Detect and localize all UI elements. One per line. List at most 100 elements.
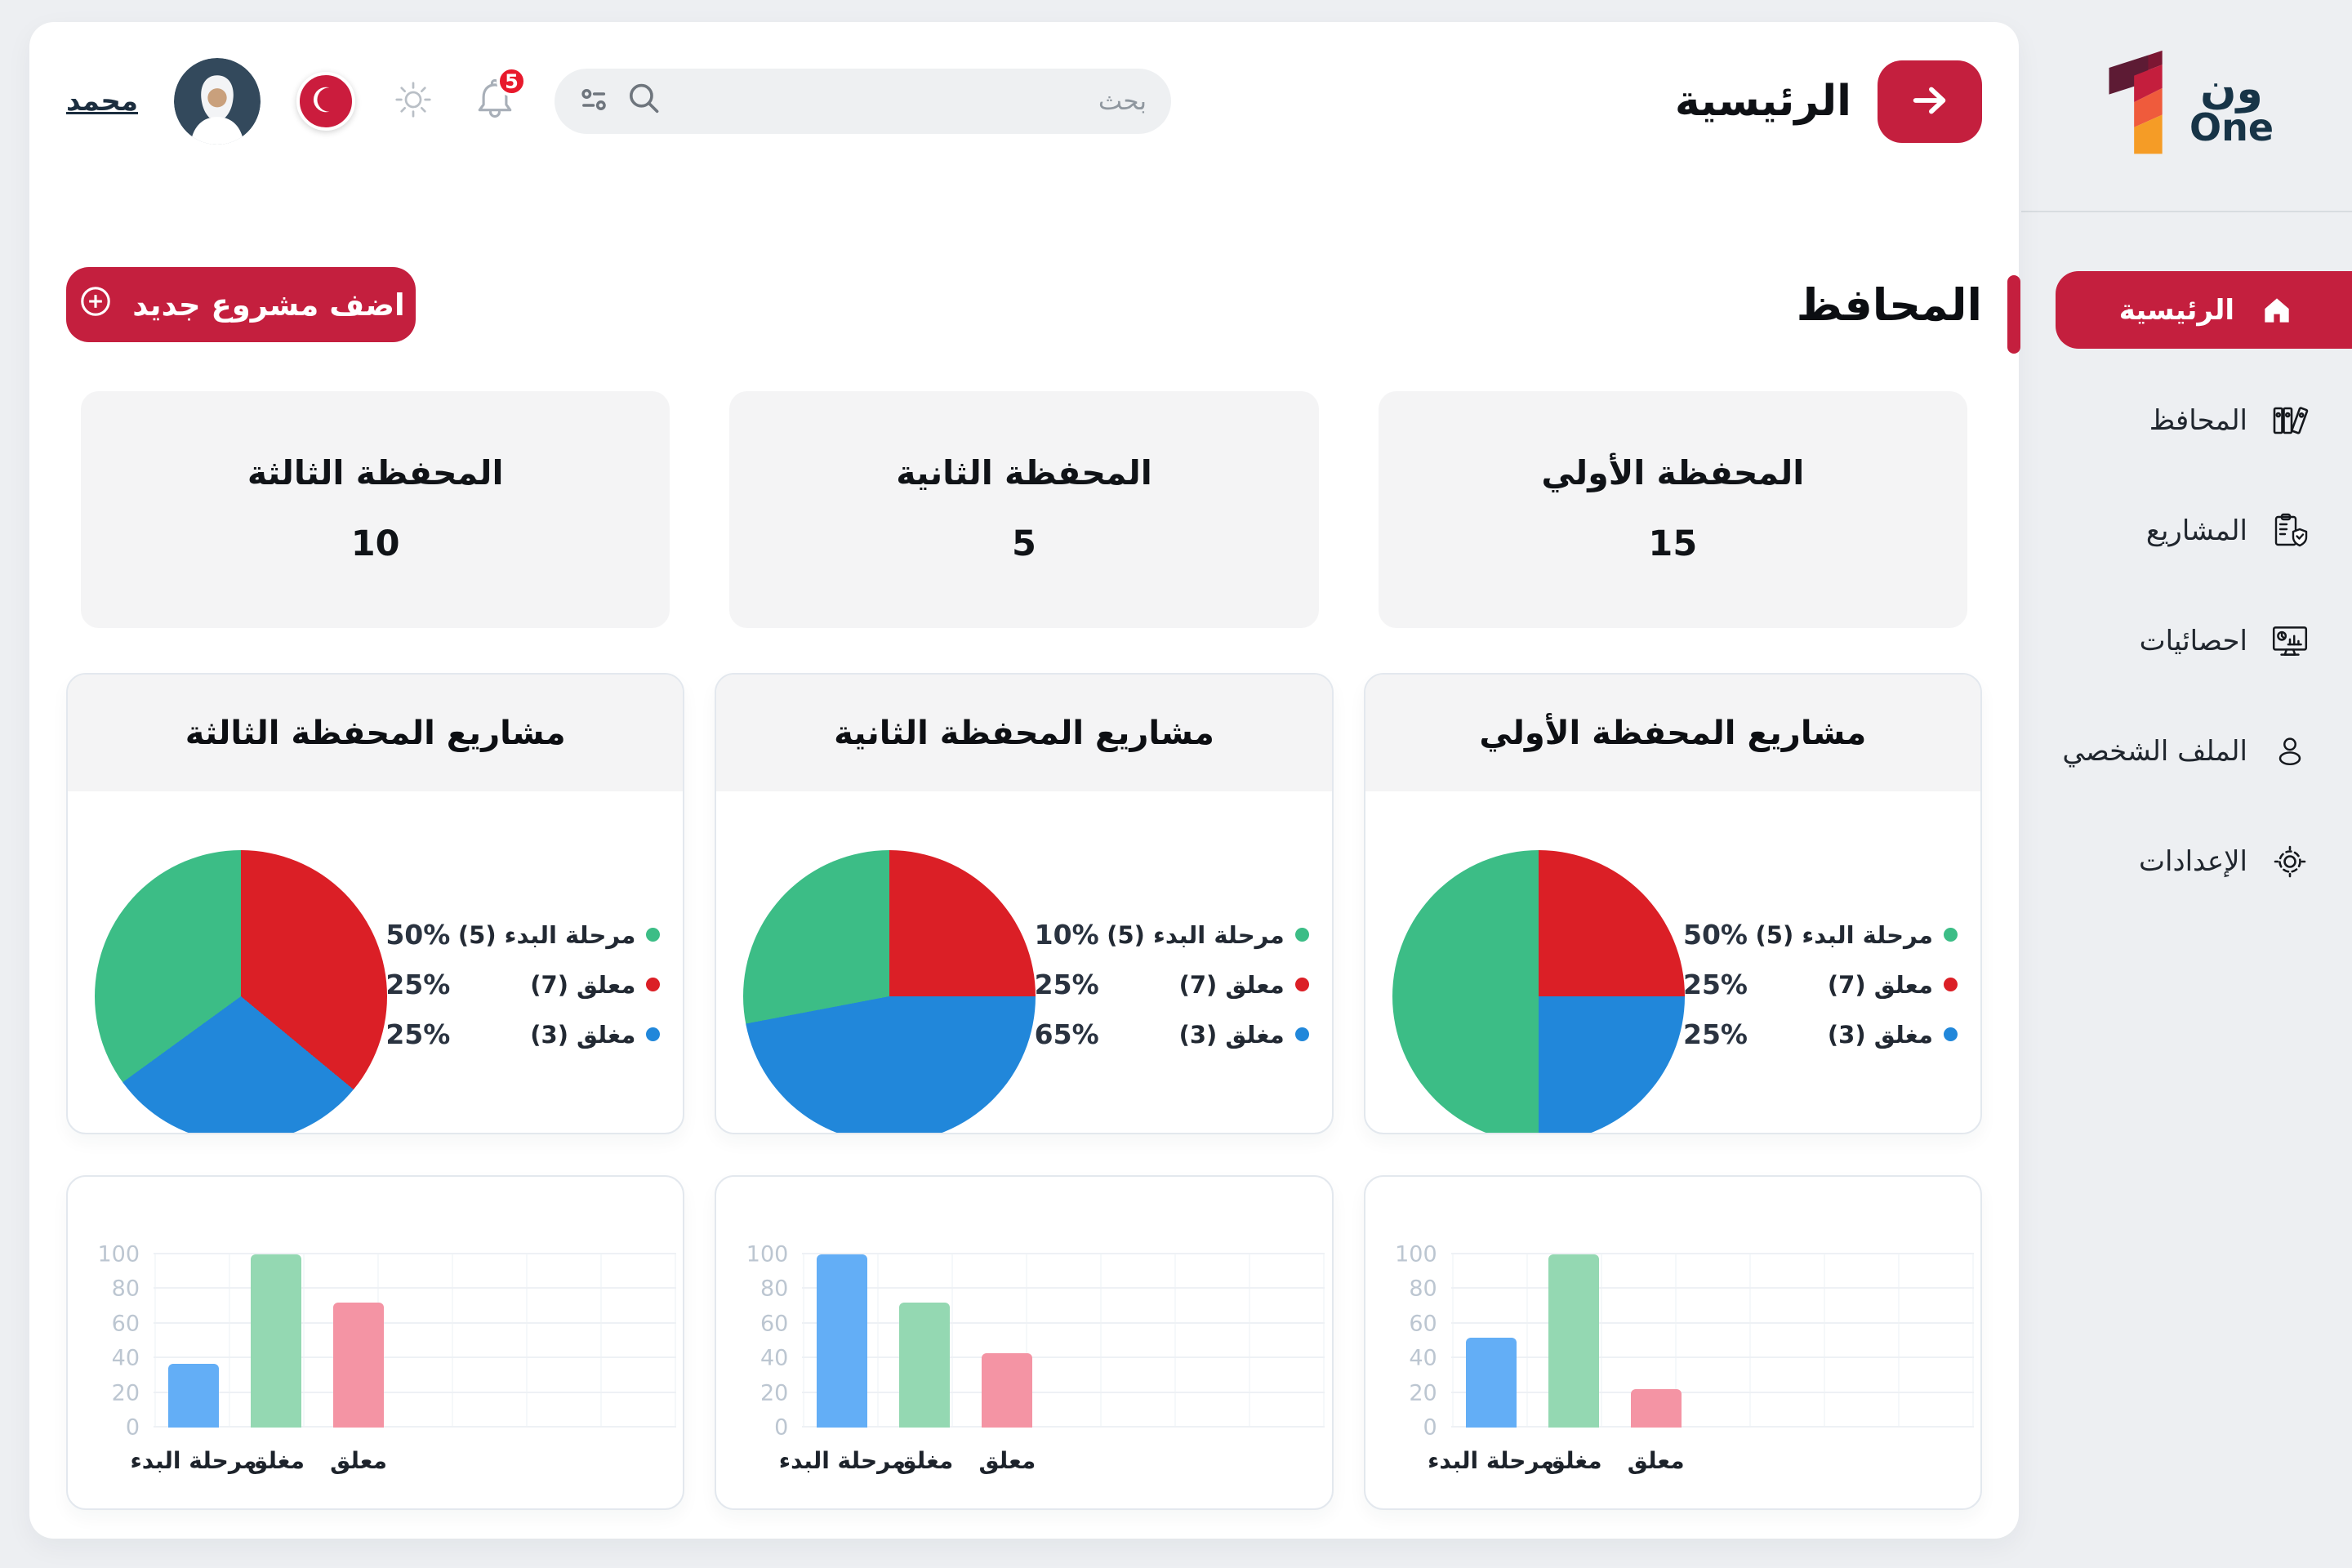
legend-dot [1944,928,1958,942]
category-label: مغلق [896,1447,954,1474]
y-tick-label: 60 [111,1311,140,1337]
search-placeholder: بحث [1098,87,1147,116]
legend-label: مغلق (3) [1827,1020,1933,1049]
logo-arabic: ون [2200,64,2263,114]
notifications-button[interactable]: 5 [471,66,527,127]
y-tick-label: 40 [1409,1345,1437,1371]
gridline [1450,1426,1974,1428]
pie-legend: مرحلة البدء (5) 10% معلق (7) 25% مغلق (3… [1035,919,1309,1050]
gear-icon [2267,842,2313,881]
y-tick-label: 100 [746,1241,789,1267]
legend-row: مغلق (3) 65% [1035,1018,1309,1050]
gridline [154,1321,677,1324]
gridline [1450,1391,1974,1393]
y-axis: 0 20 40 60 80 100 [92,1242,140,1441]
page-title-group: الرئيسية [1675,60,1982,143]
bar-chart: 0 20 40 60 80 100 مرحلة البدء مغلق معلق [92,1242,677,1491]
legend-dot [646,928,661,942]
bar-card-portfolio-1: 0 20 40 60 80 100 مرحلة البدء مغلق معلق [1363,1175,1982,1510]
search-icon[interactable] [625,80,664,122]
y-tick-label: 0 [774,1414,789,1441]
add-project-button[interactable]: اضف مشروع جديد [66,267,416,342]
bar-1 [817,1254,868,1428]
sidebar-item-label: المشاريع [2145,514,2247,547]
pie-charts-row: مشاريع المحفظة الأولي مرحلة البدء (5) 50… [66,673,1982,1134]
legend-row: مرحلة البدء (5) 50% [1683,919,1958,951]
gridline [802,1287,1325,1290]
sidebar-item-label: احصائيات [2139,624,2247,657]
category-label: مغلق [247,1447,305,1474]
legend-dot [1944,1027,1958,1041]
bar-3 [1630,1389,1682,1428]
bell-icon [471,78,519,127]
portfolio-stats-row: المحفظة الأولي 15 المحفظة الثانية 5 المح… [66,391,1982,628]
y-tick-label: 0 [125,1414,140,1441]
gridline [154,1253,677,1254]
pie-card-body: مرحلة البدء (5) 10% معلق (7) 25% مغلق (3… [716,791,1331,1133]
gridline [802,1356,1325,1359]
sidebar-item-statistics[interactable]: احصائيات [2021,602,2352,679]
sidebar-item-label: الرئيسية [2118,293,2234,327]
logo-wordmark: ون One [2189,64,2274,147]
y-tick-label: 20 [1409,1380,1437,1406]
x-axis-labels: مرحلة البدء مغلق معلق [1428,1447,1974,1481]
portfolios-icon [2267,401,2313,440]
legend-percent: 25% [1683,1018,1748,1050]
pie-card-body: مرحلة البدء (5) 50% معلق (7) 25% مغلق (3… [68,791,683,1133]
stat-card-value: 5 [1012,523,1036,564]
projects-icon [2267,511,2313,550]
user-avatar[interactable] [174,58,261,145]
sidebar-item-home[interactable]: الرئيسية [2056,271,2352,349]
bar-1 [168,1363,220,1428]
gridline [1450,1287,1974,1290]
bar-card-portfolio-2: 0 20 40 60 80 100 مرحلة البدء مغلق معلق [715,1175,1334,1510]
legend-dot [1294,978,1309,991]
category-label: مرحلة البدء [130,1447,257,1474]
category-label: مرحلة البدء [778,1447,906,1474]
pie-card-body: مرحلة البدء (5) 50% معلق (7) 25% مغلق (3… [1365,791,1980,1133]
sidebar-divider [2021,211,2352,212]
bar-2 [899,1303,951,1428]
legend-label: مغلق (3) [1178,1020,1285,1049]
stat-card-portfolio-3: المحفظة الثالثة 10 [81,391,670,628]
gridline [154,1287,677,1290]
sidebar-item-profile[interactable]: الملف الشخصي [2021,712,2352,790]
legend-dot [646,1027,661,1041]
category-label: معلق [330,1447,387,1474]
bar-plot [154,1253,677,1428]
header-actions: بحث [66,58,1171,145]
pie-card-portfolio-3: مشاريع المحفظة الثالثة مرحلة البدء (5) 5… [66,673,685,1134]
legend-dot [1294,1027,1309,1041]
y-axis: 0 20 40 60 80 100 [741,1242,789,1441]
app-logo[interactable]: ون One [2021,42,2352,172]
pie-card-title: مشاريع المحفظة الأولي [1365,675,1980,791]
user-name-link[interactable]: محمد [66,85,138,118]
filter-sliders-icon[interactable] [579,86,613,117]
sidebar-item-portfolios[interactable]: المحافظ [2021,381,2352,459]
pie-chart [743,850,1036,1133]
y-tick-label: 80 [1409,1276,1437,1302]
notifications-badge: 5 [497,66,527,96]
gridline [802,1321,1325,1324]
search-input[interactable]: بحث [555,69,1171,134]
pie-chart [95,850,388,1133]
gridline [154,1426,677,1428]
gridline [154,1356,677,1359]
sidebar-item-projects[interactable]: المشاريع [2021,492,2352,569]
moon-icon [310,84,341,118]
active-nav-indicator [2007,275,2020,354]
light-mode-button[interactable] [391,78,435,125]
x-axis-labels: مرحلة البدء مغلق معلق [779,1447,1325,1481]
bar-chart: 0 20 40 60 80 100 مرحلة البدء مغلق معلق [741,1242,1325,1491]
pie-card-title: مشاريع المحفظة الثانية [716,675,1332,791]
pie-card-title: مشاريع المحفظة الثالثة [68,675,684,791]
x-axis-labels: مرحلة البدء مغلق معلق [130,1447,676,1481]
dark-mode-button[interactable] [296,72,355,131]
legend-percent: 25% [1683,969,1748,1000]
legend-label: مرحلة البدء (5) [1107,920,1285,949]
back-arrow-button[interactable] [1878,60,1982,143]
sidebar-item-settings[interactable]: الإعدادات [2021,822,2352,900]
legend-percent: 25% [385,1018,451,1050]
y-tick-label: 100 [97,1241,140,1267]
top-header: الرئيسية بحث [66,58,1982,145]
